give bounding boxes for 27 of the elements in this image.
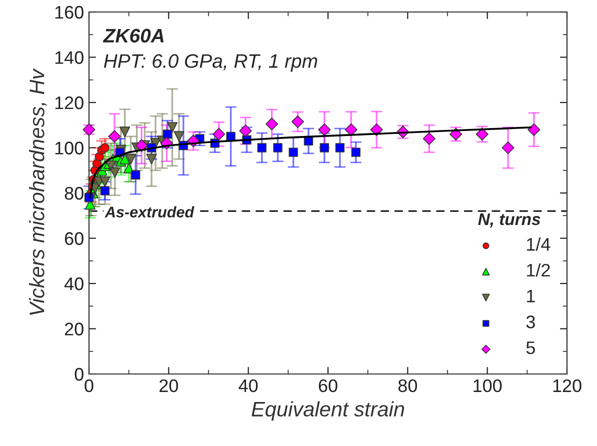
x-tick-label: 0 <box>84 379 94 392</box>
y-tick-label: 160 <box>55 6 84 19</box>
legend-label: 5 <box>526 342 535 354</box>
x-tick-label: 120 <box>553 379 582 392</box>
legend-label: 3 <box>526 316 535 328</box>
text: ZK60A <box>102 28 164 43</box>
legend-label: 1/4 <box>527 237 550 251</box>
x-tick-label: 20 <box>160 379 178 392</box>
x-tick-label: 60 <box>318 379 338 392</box>
ref-line-label: As-extruded <box>104 206 194 218</box>
x-tick-label: 100 <box>474 379 502 392</box>
y-tick-label: 100 <box>55 142 84 154</box>
y-tick-label: 120 <box>55 96 84 110</box>
y-tick-label: 60 <box>64 232 84 245</box>
x-tick-label: 40 <box>238 379 258 392</box>
y-tick-label: 0 <box>74 368 84 381</box>
legend-label: 1/2 <box>527 263 550 277</box>
y-tick-label: 20 <box>64 322 84 336</box>
y-tick-label: 140 <box>55 51 84 64</box>
text: HPT: 6.0 GPa, RT, 1 rpm <box>104 54 318 72</box>
x-tick-label: 80 <box>398 379 418 392</box>
x-axis-title: Equivalent strain <box>252 401 404 421</box>
y-tick-label: 80 <box>64 186 84 200</box>
y-axis-title: Vickers microhardness, Hv <box>29 68 47 315</box>
legend-title: N, turns <box>478 214 540 228</box>
y-tick-label: 40 <box>64 277 84 290</box>
legend-label: 1 <box>527 290 535 302</box>
